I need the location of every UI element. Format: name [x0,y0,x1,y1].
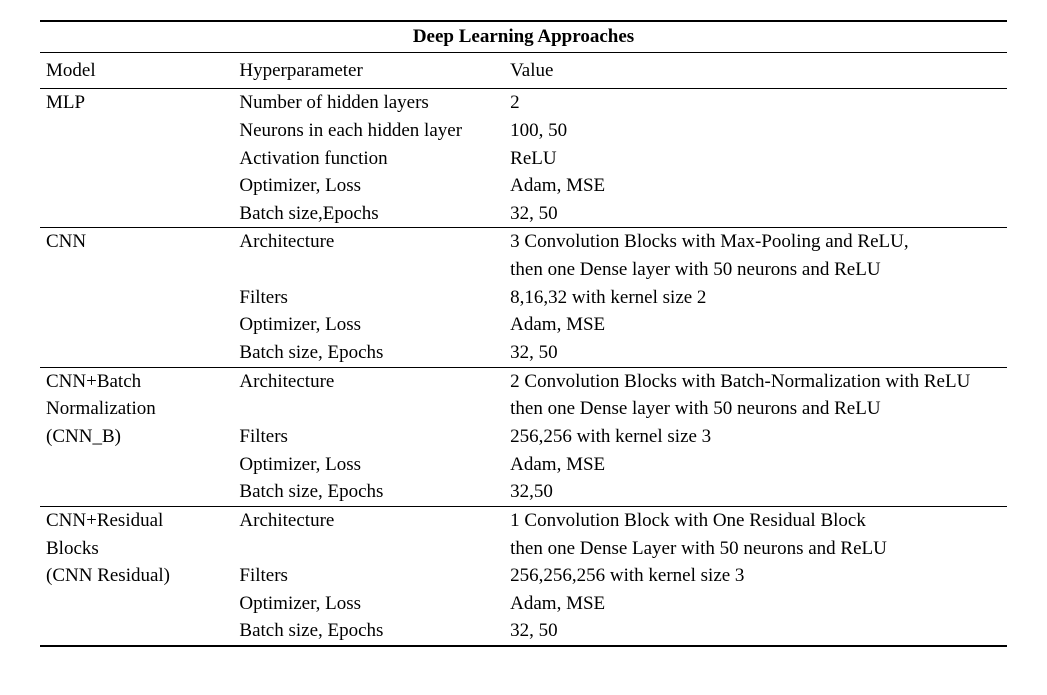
hparam-cell [233,256,504,284]
table-row: Blocks then one Dense Layer with 50 neur… [40,535,1007,563]
value-cell: 256,256 with kernel size 3 [504,423,1007,451]
table-row: Batch size, Epochs 32, 50 [40,339,1007,367]
table-row: Batch size,Epochs 32, 50 [40,200,1007,228]
hparam-cell: Architecture [233,506,504,534]
table-row: Batch size, Epochs 32, 50 [40,617,1007,646]
hparam-cell: Batch size, Epochs [233,339,504,367]
value-cell: 256,256,256 with kernel size 3 [504,562,1007,590]
hparam-cell: Optimizer, Loss [233,590,504,618]
value-cell: Adam, MSE [504,172,1007,200]
hparam-cell [233,535,504,563]
table-row: CNN Architecture 3 Convolution Blocks wi… [40,228,1007,256]
table-row: Batch size, Epochs 32,50 [40,478,1007,506]
table-row: CNN+Residual Architecture 1 Convolution … [40,506,1007,534]
hparam-cell: Optimizer, Loss [233,172,504,200]
hparam-cell: Filters [233,562,504,590]
value-cell: 32, 50 [504,339,1007,367]
table-row: Neurons in each hidden layer 100, 50 [40,117,1007,145]
value-cell: 1 Convolution Block with One Residual Bl… [504,506,1007,534]
hparam-cell: Optimizer, Loss [233,311,504,339]
model-cell: CNN [40,228,233,256]
table-row: Optimizer, Loss Adam, MSE [40,590,1007,618]
model-cell: CNN+Batch [40,367,233,395]
value-cell: 32,50 [504,478,1007,506]
value-cell: then one Dense layer with 50 neurons and… [504,395,1007,423]
value-cell: 2 Convolution Blocks with Batch-Normaliz… [504,367,1007,395]
hparam-cell: Architecture [233,367,504,395]
hparam-cell: Filters [233,284,504,312]
table-row: (CNN Residual) Filters 256,256,256 with … [40,562,1007,590]
hparam-cell: Number of hidden layers [233,89,504,117]
hparam-cell: Batch size, Epochs [233,617,504,646]
value-cell: 32, 50 [504,200,1007,228]
col-header-value: Value [504,52,1007,89]
model-cell: (CNN Residual) [40,562,233,590]
model-cell: CNN+Residual [40,506,233,534]
table-title: Deep Learning Approaches [40,21,1007,52]
value-cell: 3 Convolution Blocks with Max-Pooling an… [504,228,1007,256]
table-row: then one Dense layer with 50 neurons and… [40,256,1007,284]
hparam-cell: Batch size, Epochs [233,478,504,506]
value-cell: 2 [504,89,1007,117]
value-cell: Adam, MSE [504,590,1007,618]
model-cell: Normalization [40,395,233,423]
hparam-cell [233,395,504,423]
table-row: CNN+Batch Architecture 2 Convolution Blo… [40,367,1007,395]
value-cell: Adam, MSE [504,451,1007,479]
table-row: Optimizer, Loss Adam, MSE [40,451,1007,479]
value-cell: Adam, MSE [504,311,1007,339]
col-header-model: Model [40,52,233,89]
table-row: Activation function ReLU [40,145,1007,173]
table-row: Filters 8,16,32 with kernel size 2 [40,284,1007,312]
hparam-cell: Activation function [233,145,504,173]
col-header-hparam: Hyperparameter [233,52,504,89]
model-cell: MLP [40,89,233,117]
value-cell: 8,16,32 with kernel size 2 [504,284,1007,312]
value-cell: ReLU [504,145,1007,173]
table-row: MLP Number of hidden layers 2 [40,89,1007,117]
value-cell: 32, 50 [504,617,1007,646]
table-row: (CNN_B) Filters 256,256 with kernel size… [40,423,1007,451]
hparam-cell: Architecture [233,228,504,256]
hparam-cell: Batch size,Epochs [233,200,504,228]
table-row: Optimizer, Loss Adam, MSE [40,311,1007,339]
model-cell: Blocks [40,535,233,563]
value-cell: then one Dense layer with 50 neurons and… [504,256,1007,284]
value-cell: then one Dense Layer with 50 neurons and… [504,535,1007,563]
hparam-cell: Neurons in each hidden layer [233,117,504,145]
table-row: Normalization then one Dense layer with … [40,395,1007,423]
table-row: Optimizer, Loss Adam, MSE [40,172,1007,200]
hparam-cell: Optimizer, Loss [233,451,504,479]
dl-approaches-table: Deep Learning Approaches Model Hyperpara… [40,20,1007,647]
hparam-cell: Filters [233,423,504,451]
model-cell: (CNN_B) [40,423,233,451]
value-cell: 100, 50 [504,117,1007,145]
